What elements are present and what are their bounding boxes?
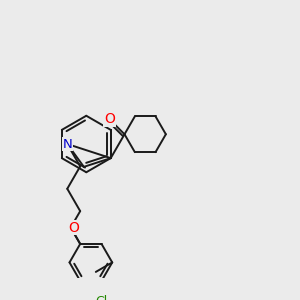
Text: Cl: Cl <box>95 295 108 300</box>
Text: O: O <box>104 112 115 126</box>
Text: N: N <box>62 137 72 151</box>
Text: O: O <box>69 220 80 235</box>
